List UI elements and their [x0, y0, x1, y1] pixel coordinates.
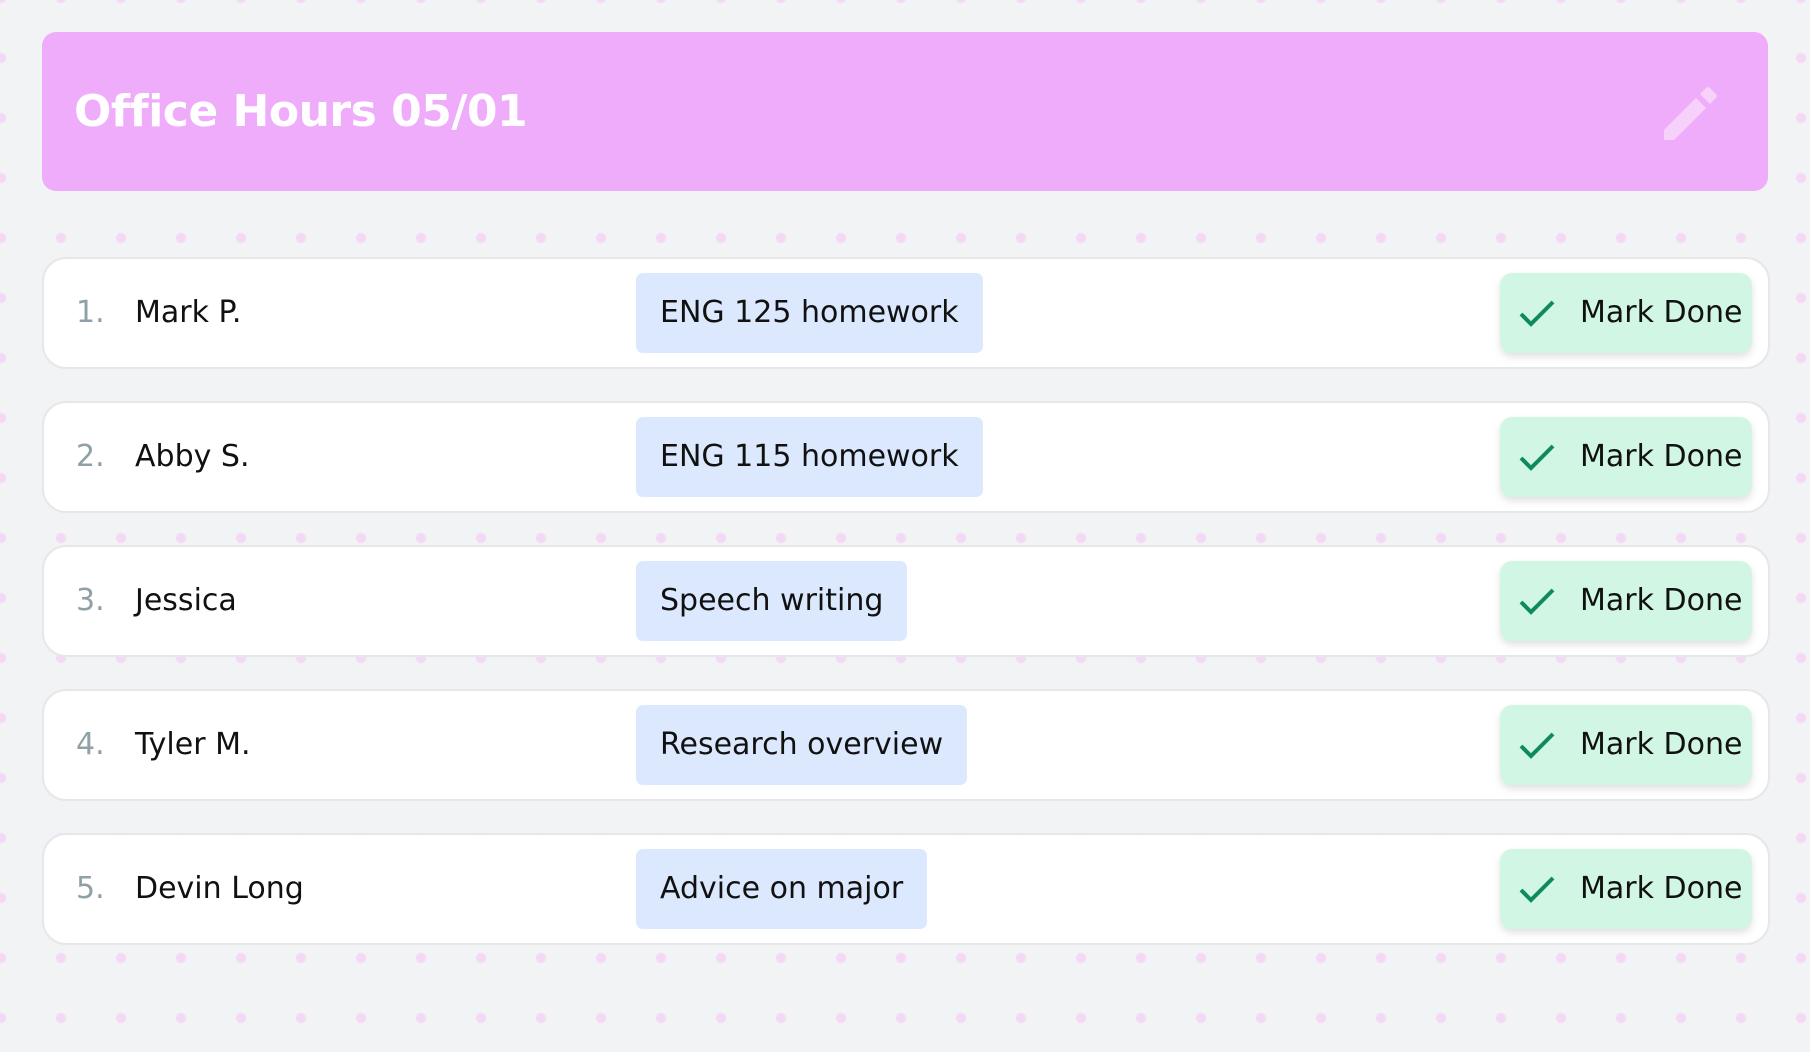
pencil-icon[interactable]: [1654, 78, 1724, 148]
mark-done-button[interactable]: Mark Done: [1500, 417, 1752, 497]
mark-done-button[interactable]: Mark Done: [1500, 705, 1752, 785]
queue-row: 4. Tyler M. Research overview Mark Done: [42, 689, 1770, 801]
mark-done-button[interactable]: Mark Done: [1500, 561, 1752, 641]
topic-tag: ENG 115 homework: [636, 417, 983, 497]
queue-row: 5. Devin Long Advice on major Mark Done: [42, 833, 1770, 945]
queue-number: 1.: [76, 295, 105, 330]
topic-tag: Research overview: [636, 705, 968, 785]
topic-tag: ENG 125 homework: [636, 273, 983, 353]
check-icon: [1519, 300, 1555, 327]
mark-done-button[interactable]: Mark Done: [1500, 273, 1752, 353]
mark-done-label: Mark Done: [1580, 295, 1743, 330]
mark-done-label: Mark Done: [1580, 871, 1743, 906]
queue-row: 3. Jessica Speech writing Mark Done: [42, 545, 1770, 657]
queue-number: 3.: [76, 583, 105, 618]
topic-tag: Advice on major: [636, 849, 928, 929]
queue-number: 4.: [76, 727, 105, 762]
check-icon: [1519, 732, 1555, 759]
page-title: Office Hours 05/01: [74, 86, 528, 137]
check-icon: [1519, 876, 1555, 903]
topic-tag: Speech writing: [636, 561, 908, 641]
mark-done-label: Mark Done: [1580, 439, 1743, 474]
queue-row: 2. Abby S. ENG 115 homework Mark Done: [42, 401, 1770, 513]
check-icon: [1519, 444, 1555, 471]
student-name: Abby S.: [135, 439, 250, 474]
queue-row: 1. Mark P. ENG 125 homework Mark Done: [42, 257, 1770, 369]
queue-number: 2.: [76, 439, 105, 474]
mark-done-label: Mark Done: [1580, 583, 1743, 618]
student-name: Jessica: [135, 583, 237, 618]
mark-done-button[interactable]: Mark Done: [1500, 849, 1752, 929]
queue-number: 5.: [76, 871, 105, 906]
student-name: Devin Long: [135, 871, 304, 906]
student-name: Tyler M.: [135, 727, 251, 762]
check-icon: [1519, 588, 1555, 615]
mark-done-label: Mark Done: [1580, 727, 1743, 762]
student-name: Mark P.: [135, 295, 242, 330]
header-banner: Office Hours 05/01: [42, 32, 1768, 191]
